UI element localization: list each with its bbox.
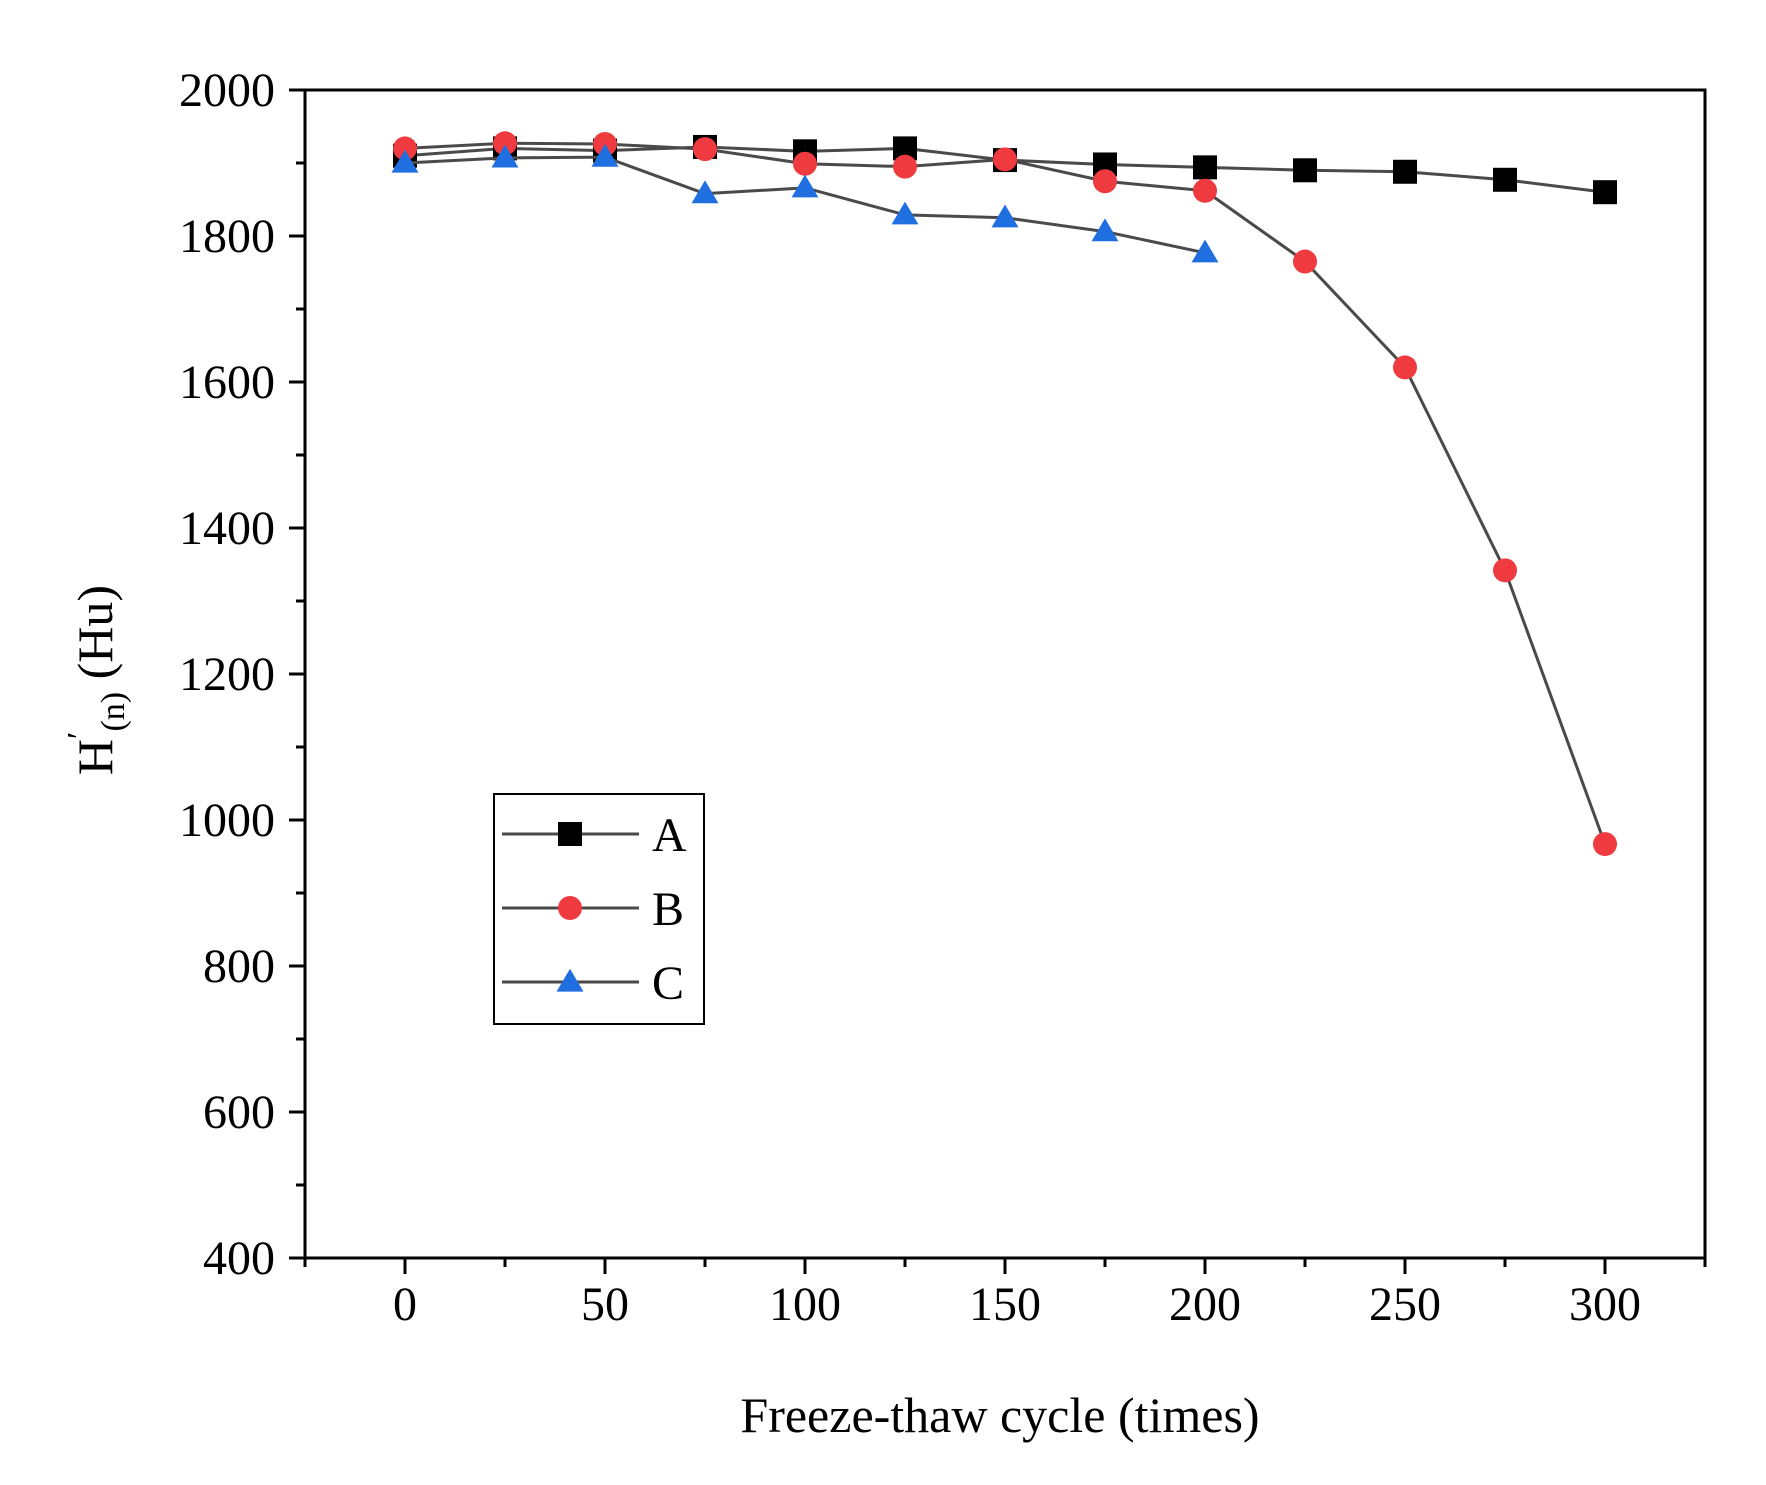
series-A-point: [1593, 180, 1617, 205]
y-tick-label: 1400: [179, 502, 275, 555]
y-axis-title-suffix: (Hu): [67, 585, 123, 692]
series-B-point: [693, 137, 717, 162]
legend-label: A: [652, 809, 687, 862]
legend-label: C: [652, 957, 684, 1010]
y-tick-label: 2000: [179, 64, 275, 117]
series-A-point: [1193, 155, 1217, 180]
legend-item-B: B: [502, 883, 684, 936]
y-axis-title-prefix: H: [67, 739, 123, 775]
y-tick-label: 400: [203, 1232, 275, 1285]
series-C-point: [1191, 239, 1219, 263]
series-C: [391, 143, 1219, 263]
y-axis-title-prime: ′: [61, 732, 98, 739]
series-B-point: [1393, 355, 1417, 380]
series-C-point: [491, 144, 519, 168]
x-tick-label: 250: [1369, 1278, 1441, 1331]
x-tick-label: 200: [1169, 1278, 1241, 1331]
series-B-point: [1593, 832, 1617, 857]
x-tick-label: 150: [969, 1278, 1041, 1331]
series-C-point: [991, 204, 1019, 228]
x-axis-tick-labels: 0 50 100 150 200 250 300: [393, 1278, 1641, 1331]
series-C-point: [891, 201, 919, 225]
series-B-point: [1193, 178, 1217, 203]
y-tick-label: 600: [203, 1086, 275, 1139]
legend-label: B: [652, 883, 684, 936]
y-tick-label: 1800: [179, 210, 275, 263]
data-series: [391, 131, 1617, 857]
y-tick-label: 1600: [179, 356, 275, 409]
legend-marker: [558, 822, 582, 846]
legend-marker: [556, 968, 584, 992]
series-B-point: [893, 154, 917, 179]
y-axis-title: H′(n) (Hu): [61, 585, 132, 775]
x-axis-title: Freeze-thaw cycle (times): [740, 1387, 1259, 1443]
series-B-point: [993, 147, 1017, 172]
series-B-point: [393, 136, 417, 161]
y-axis-title-subscript: (n): [95, 692, 132, 732]
legend-item-A: A: [502, 809, 687, 862]
series-B: [393, 131, 1617, 857]
series-C-point: [591, 143, 619, 167]
series-C-point: [791, 174, 819, 198]
series-A-point: [1393, 159, 1417, 184]
y-axis-tick-labels: 400 600 800 1000 1200 1400 1600 1800 2000: [179, 64, 275, 1285]
series-A-point: [1493, 167, 1517, 192]
legend-item-C: C: [502, 957, 684, 1010]
legend-marker: [558, 896, 582, 920]
y-tick-label: 800: [203, 940, 275, 993]
y-tick-label: 1000: [179, 794, 275, 847]
series-B-point: [1093, 169, 1117, 194]
series-B-point: [1293, 249, 1317, 274]
plot-area-border: [303, 88, 1707, 1260]
x-tick-label: 50: [581, 1278, 629, 1331]
legend: ABC: [493, 793, 705, 1025]
x-tick-label: 300: [1569, 1278, 1641, 1331]
axis-ticks: [289, 88, 1707, 1274]
series-B-line: [404, 141, 1607, 845]
x-tick-label: 0: [393, 1278, 417, 1331]
series-C-point: [391, 149, 419, 173]
series-B-point: [493, 131, 517, 156]
series-A-point: [1293, 158, 1317, 183]
x-tick-label: 100: [769, 1278, 841, 1331]
series-B-point: [1493, 558, 1517, 583]
series-B-point: [793, 151, 817, 176]
series-C-point: [691, 180, 719, 204]
plot-frame: [303, 88, 1707, 1260]
series-C-point: [1091, 218, 1119, 242]
y-tick-label: 1200: [179, 648, 275, 701]
